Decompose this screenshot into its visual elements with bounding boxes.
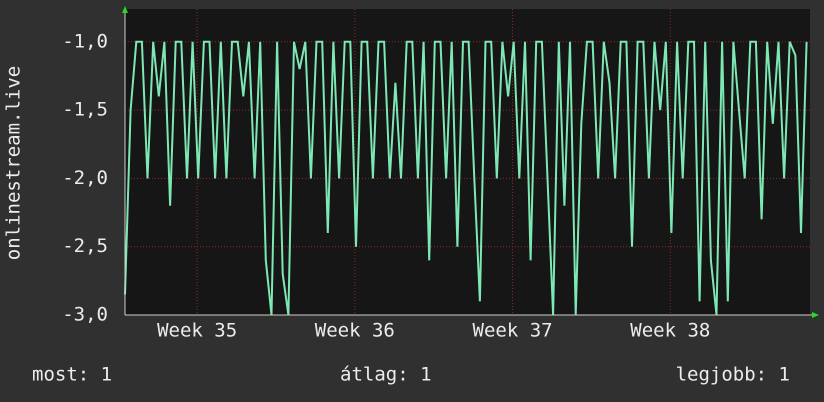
footer-max: legjobb: 1	[676, 364, 790, 386]
y-axis-label: onlinestream.live	[3, 66, 25, 260]
y-tick-label: -1,5	[62, 99, 108, 121]
x-tick-label: Week 36	[315, 320, 395, 342]
y-tick-label: -2,5	[62, 235, 108, 257]
y-arrow	[122, 6, 128, 13]
x-tick-label: Week 37	[473, 320, 553, 342]
x-tick-label: Week 38	[630, 320, 710, 342]
x-tick-label: Week 35	[157, 320, 237, 342]
footer-average: átlag: 1	[340, 364, 432, 386]
y-tick-label: -1,0	[62, 30, 108, 52]
x-arrow	[812, 312, 819, 318]
line	[124, 40, 808, 316]
footer-now: most: 1	[32, 364, 112, 386]
y-tick-label: -3,0	[62, 304, 108, 326]
y-tick-label: -2,0	[62, 167, 108, 189]
